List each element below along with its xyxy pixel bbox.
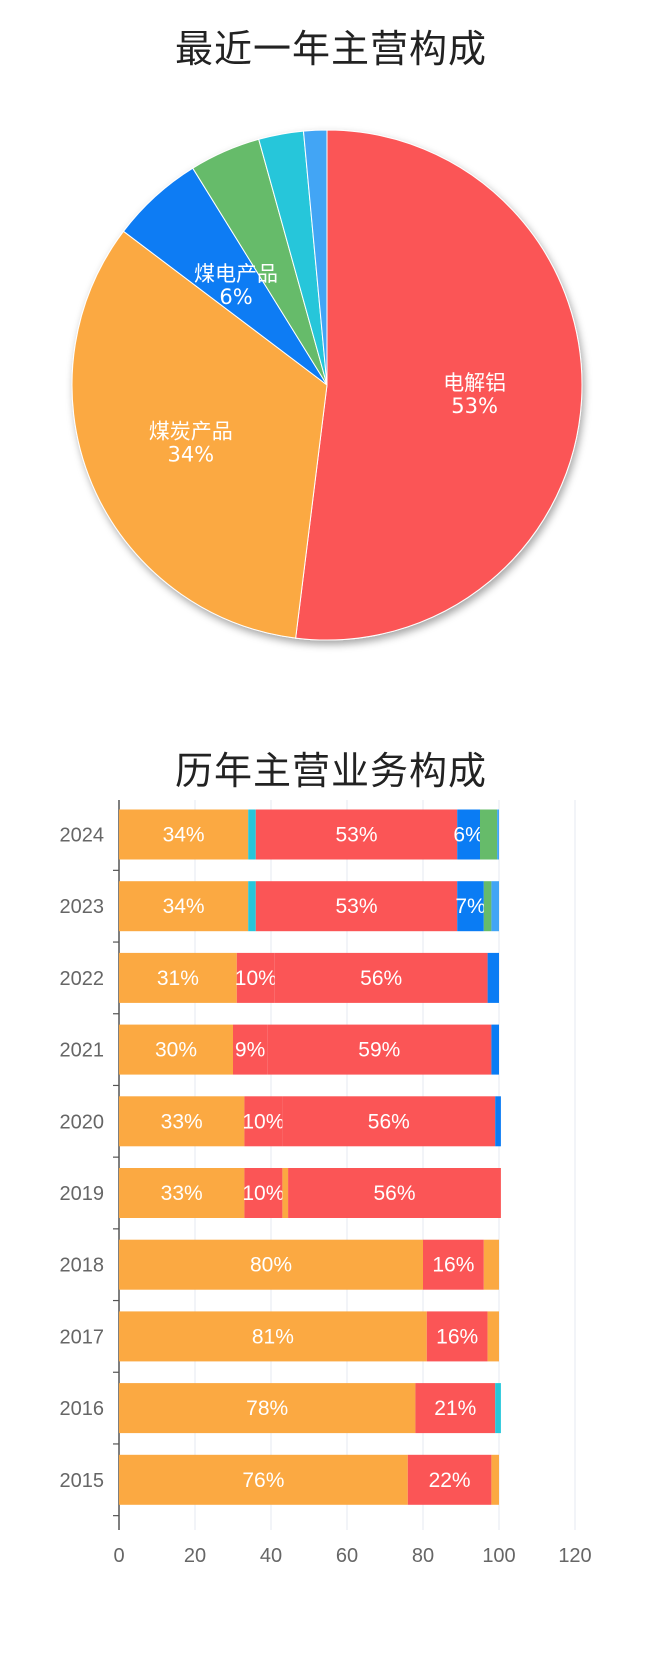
bar-segment (119, 1454, 408, 1505)
bar-segment (255, 809, 458, 860)
bar-segment (236, 952, 275, 1003)
bar-segment (480, 809, 498, 860)
bar-segment (282, 1168, 289, 1218)
pie-slice-label: 电解铝 (443, 371, 506, 395)
x-tick-label: 20 (184, 1545, 206, 1567)
y-tick-label: 2023 (60, 896, 105, 918)
bar-segment (491, 1024, 499, 1075)
bar-data-label: 56% (373, 1182, 415, 1205)
bar-data-label: 10% (242, 1110, 284, 1133)
bar-segment (487, 952, 499, 1003)
pie-chart-title: 最近一年主营构成 (174, 27, 487, 71)
bar-segment (491, 1454, 499, 1505)
y-tick-label: 2020 (60, 1111, 105, 1133)
bar-segment (491, 881, 499, 932)
pie-slice-label: 煤电产品 (194, 262, 278, 286)
bar-segment (267, 1024, 492, 1075)
bar-segment (248, 881, 256, 932)
bar-data-label: 53% (335, 895, 377, 918)
y-tick-label: 2016 (60, 1398, 105, 1420)
pie-slice (71, 230, 328, 639)
bar-segment (119, 1311, 427, 1362)
bar-segment (119, 1024, 233, 1075)
bar-segment (407, 1454, 492, 1505)
bar-data-label: 16% (436, 1325, 478, 1348)
bar-data-label: 21% (434, 1397, 476, 1420)
pie-slice (302, 129, 328, 386)
bar-data-label: 34% (163, 895, 205, 918)
pie-slice-label: 煤炭产品 (149, 420, 233, 444)
bar-segment (119, 1383, 416, 1434)
bar-segment (483, 1239, 499, 1290)
bar-segment (457, 809, 480, 860)
bar-segment (423, 1239, 484, 1290)
x-tick-label: 0 (113, 1545, 124, 1567)
bar-segment (282, 1096, 496, 1147)
bar-data-label: 81% (252, 1325, 294, 1348)
bar-data-label: 7% (455, 895, 485, 918)
bar-data-label: 16% (432, 1254, 474, 1277)
bar-data-label: 10% (235, 967, 277, 990)
bar-segment (119, 881, 249, 932)
bar-data-label: 6% (453, 824, 483, 847)
y-tick-label: 2015 (60, 1470, 105, 1492)
bar-data-label: 56% (368, 1110, 410, 1133)
bar-segment (248, 809, 256, 860)
bar-segment (415, 1383, 496, 1434)
bar-data-label: 33% (161, 1182, 203, 1205)
bar-data-label: 53% (335, 824, 377, 847)
pie-slice-percent: 6% (219, 285, 252, 309)
pie-slice-percent: 34% (167, 443, 214, 467)
bar-data-label: 59% (358, 1039, 400, 1062)
bar-data-label: 30% (155, 1039, 197, 1062)
y-tick-label: 2019 (60, 1183, 105, 1205)
pie-slice (295, 129, 583, 641)
bar-segment (119, 1096, 245, 1147)
bar-segment (487, 1311, 499, 1362)
x-tick-label: 100 (482, 1545, 515, 1567)
pie-slice-percent: 53% (451, 394, 498, 418)
bar-data-label: 80% (250, 1254, 292, 1277)
bar-segment (244, 1168, 283, 1218)
y-tick-label: 2024 (60, 825, 105, 847)
y-tick-label: 2022 (60, 968, 105, 990)
bar-segment (244, 1096, 283, 1147)
bar-data-label: 33% (161, 1110, 203, 1133)
bar-data-label: 31% (157, 967, 199, 990)
x-tick-label: 60 (336, 1545, 358, 1567)
bar-segment (288, 1168, 501, 1218)
bar-segment (119, 952, 237, 1003)
x-tick-label: 80 (412, 1545, 434, 1567)
bar-data-label: 34% (163, 824, 205, 847)
bar-data-label: 22% (429, 1469, 471, 1492)
bar-segment (483, 881, 492, 932)
bar-data-label: 56% (360, 967, 402, 990)
bar-segment (119, 1239, 423, 1290)
bar-segment (495, 1096, 501, 1147)
stacked-bar-chart: 2024 34% 53% 6%2023 34% 53% 7%2022 31% 10% 56%202… (60, 800, 592, 1567)
bar-segment (274, 952, 488, 1003)
y-tick-label: 2021 (60, 1040, 105, 1062)
bar-segment (255, 881, 458, 932)
bar-segment (233, 1024, 268, 1075)
bar-segment (119, 809, 249, 860)
bar-data-label: 10% (242, 1182, 284, 1205)
bar-segment (495, 1383, 501, 1434)
bar-data-label: 76% (242, 1469, 284, 1492)
bar-data-label: 9% (235, 1039, 265, 1062)
bar-segment (119, 1168, 245, 1218)
bar-segment (457, 881, 484, 932)
y-tick-label: 2018 (60, 1255, 105, 1277)
y-tick-label: 2017 (60, 1326, 105, 1348)
bar-segment (426, 1311, 488, 1362)
x-tick-label: 40 (260, 1545, 282, 1567)
x-tick-label: 120 (558, 1545, 591, 1567)
bar-data-label: 78% (246, 1397, 288, 1420)
bar-segment (497, 809, 499, 860)
bar-chart-title: 历年主营业务构成 (174, 749, 487, 793)
